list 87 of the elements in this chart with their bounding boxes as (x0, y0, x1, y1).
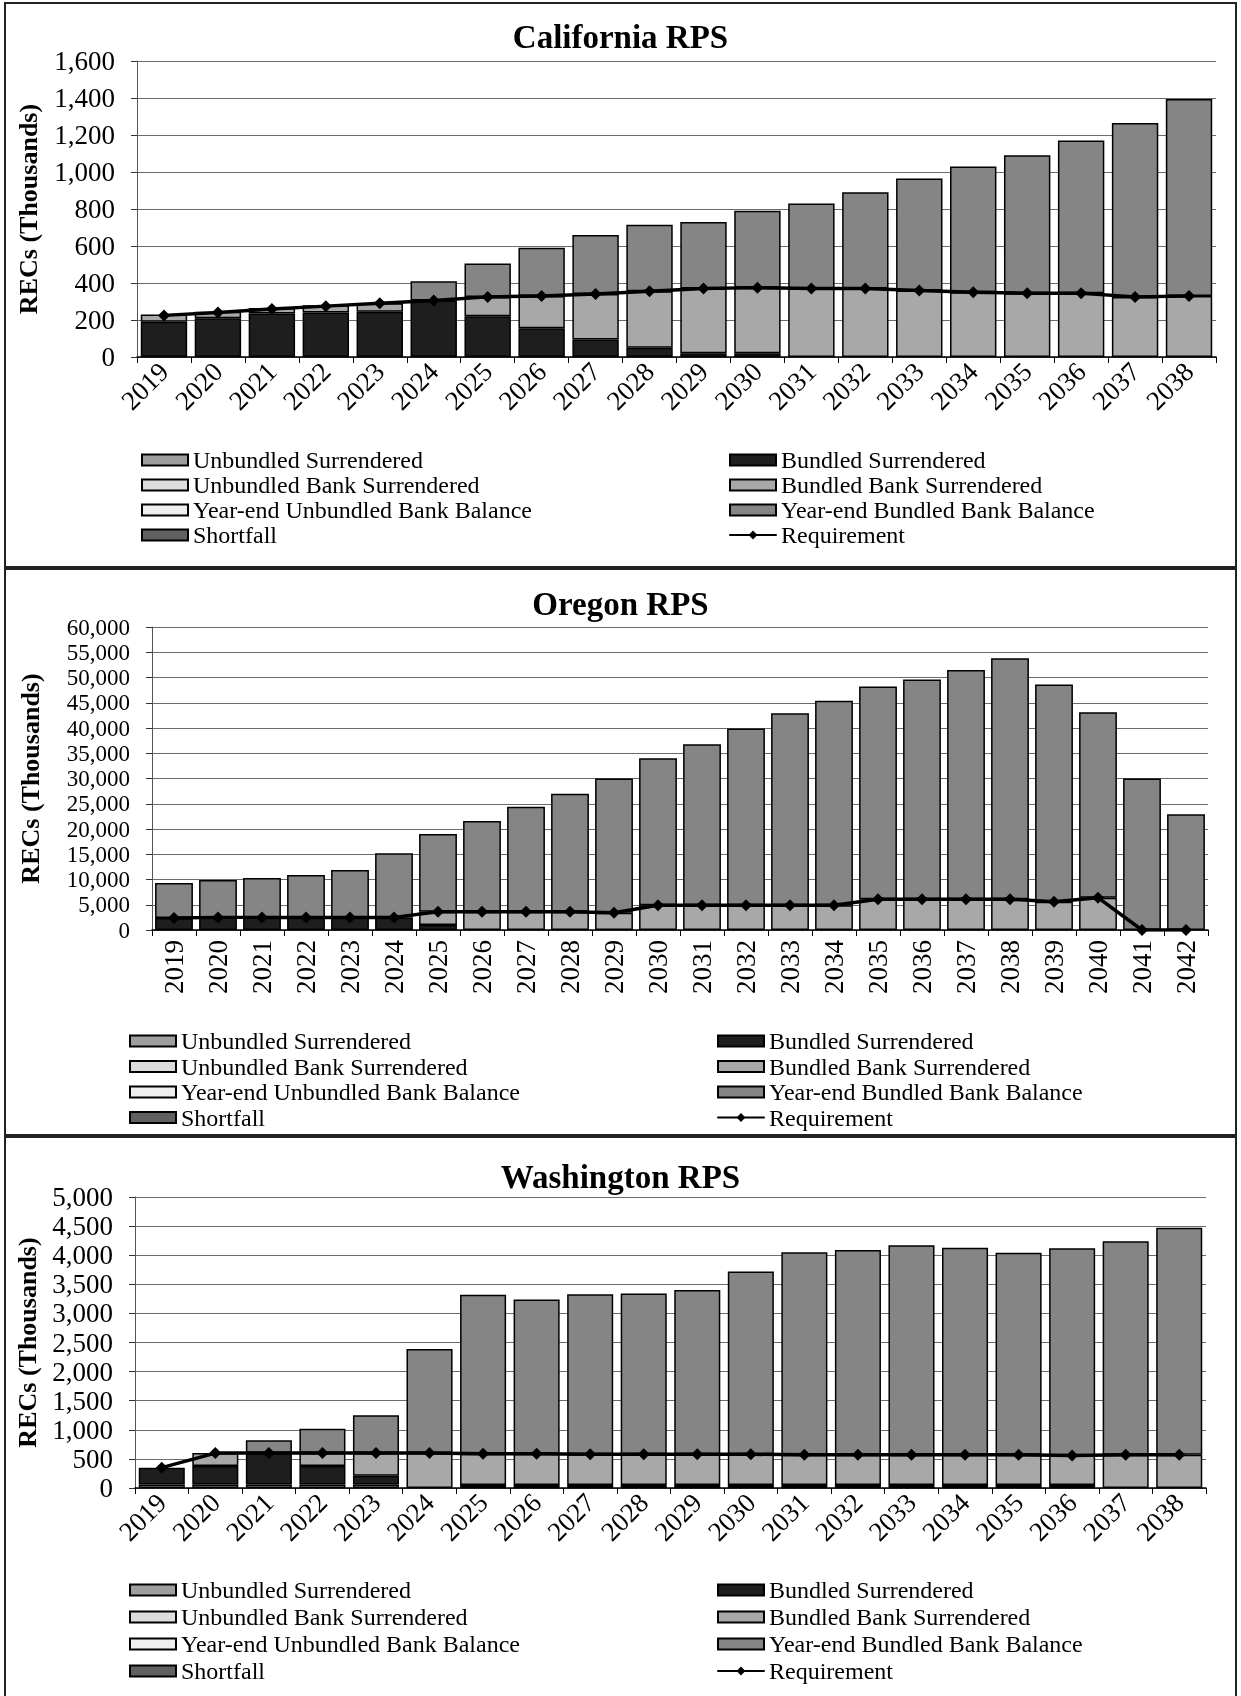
x-tick-label: 2023 (335, 940, 365, 994)
x-tick-label: 2038 (995, 940, 1025, 994)
y-tick-label: 10,000 (66, 867, 130, 892)
y-tick-label: 3,000 (52, 1298, 113, 1329)
legend-label: Shortfall (193, 522, 278, 548)
y-tick-label: 5,000 (52, 1182, 113, 1212)
y-tick-label: 50,000 (66, 665, 130, 690)
legend-label: Year-end Unbundled Bank Balance (181, 1079, 520, 1105)
legend-label: Unbundled Surrendered (193, 447, 423, 473)
chart-title: California RPS (512, 18, 729, 55)
legend-label: Shortfall (181, 1658, 266, 1684)
legend-label: Year-end Bundled Bank Balance (769, 1631, 1083, 1657)
y-tick-label: 400 (74, 268, 115, 298)
y-axis-title: RECs (Thousands) (13, 103, 43, 315)
y-tick-label: 4,500 (52, 1211, 113, 1242)
x-tick-label: 2036 (907, 940, 937, 994)
y-tick-label: 4,000 (52, 1240, 113, 1271)
y-tick-label: 45,000 (66, 690, 130, 716)
x-tick-label: 2029 (599, 940, 629, 994)
legend-label: Unbundled Bank Surrendered (193, 472, 480, 498)
x-tick-label: 2021 (247, 940, 277, 994)
x-tick-label: 2040 (1083, 940, 1113, 994)
x-tick-label: 2032 (731, 940, 761, 994)
y-tick-label: 1,400 (54, 83, 115, 113)
legend-label: Requirement (769, 1658, 894, 1684)
x-tick-label: 2020 (203, 940, 233, 994)
legend-label: Unbundled Bank Surrendered (181, 1053, 468, 1080)
y-tick-label: 20,000 (66, 816, 130, 842)
y-axis-title: RECs (Thousands) (15, 673, 45, 884)
legend-label: Requirement (781, 522, 906, 548)
y-tick-label: 1,200 (54, 120, 115, 150)
y-tick-label: 5,000 (78, 892, 130, 918)
y-tick-label: 600 (74, 231, 115, 261)
x-tick-label: 2022 (291, 940, 321, 994)
legend-label: Unbundled Surrendered (181, 1028, 411, 1054)
x-tick-label: 2024 (379, 939, 409, 994)
x-tick-label: 2026 (467, 940, 497, 994)
y-tick-label: 40,000 (66, 715, 130, 741)
legend-label: Bundled Surrendered (769, 1028, 974, 1054)
y-tick-label: 2,500 (52, 1327, 113, 1358)
y-tick-label: 800 (74, 194, 115, 224)
x-tick-label: 2041 (1127, 940, 1157, 994)
legend-label: Bundled Bank Surrendered (769, 1604, 1031, 1630)
y-tick-label: 30,000 (66, 766, 130, 791)
legend-label: Shortfall (181, 1104, 266, 1131)
x-tick-label: 2037 (951, 940, 981, 994)
y-tick-label: 1,000 (52, 1414, 113, 1445)
y-tick-label: 1,600 (54, 46, 115, 76)
legend-label: Year-end Bundled Bank Balance (781, 497, 1095, 523)
y-tick-label: 25,000 (66, 791, 130, 817)
legend-label: Year-end Bundled Bank Balance (769, 1079, 1083, 1105)
chart-title: Oregon RPS (532, 585, 709, 622)
legend-label: Bundled Surrendered (781, 447, 986, 473)
legend-label: Bundled Surrendered (769, 1577, 974, 1603)
y-tick-label: 500 (72, 1443, 113, 1474)
y-tick-label: 0 (118, 917, 130, 943)
y-tick-label: 3,500 (52, 1269, 113, 1300)
x-tick-label: 2027 (511, 940, 541, 994)
y-tick-label: 0 (101, 342, 115, 372)
y-tick-label: 1,000 (54, 157, 115, 187)
x-tick-label: 2042 (1171, 940, 1201, 994)
legend-label: Requirement (769, 1104, 894, 1131)
legend-label: Bundled Bank Surrendered (781, 472, 1043, 498)
legend-label: Bundled Bank Surrendered (769, 1053, 1031, 1080)
legend-label: Year-end Unbundled Bank Balance (193, 497, 532, 523)
x-tick-label: 2031 (687, 940, 717, 994)
y-tick-label: 35,000 (66, 740, 130, 766)
y-axis-title: RECs (Thousands) (12, 1237, 42, 1448)
y-tick-label: 2,000 (52, 1356, 113, 1387)
x-tick-label: 2019 (159, 940, 189, 994)
x-tick-label: 2034 (819, 939, 849, 994)
x-tick-label: 2025 (423, 940, 453, 994)
legend-label: Unbundled Surrendered (181, 1577, 411, 1603)
y-tick-label: 55,000 (66, 639, 130, 665)
x-tick-label: 2033 (775, 940, 805, 994)
x-tick-label: 2035 (863, 940, 893, 994)
legend-label: Year-end Unbundled Bank Balance (181, 1631, 520, 1657)
y-tick-label: 60,000 (66, 614, 130, 640)
y-tick-label: 15,000 (66, 841, 130, 867)
y-tick-label: 200 (74, 305, 115, 335)
chart-title: Washington RPS (500, 1158, 741, 1195)
y-tick-label: 0 (99, 1473, 113, 1503)
legend-label: Unbundled Bank Surrendered (181, 1604, 468, 1630)
x-tick-label: 2030 (643, 940, 673, 994)
x-tick-label: 2028 (555, 940, 585, 994)
x-tick-label: 2039 (1039, 940, 1069, 994)
y-tick-label: 1,500 (52, 1385, 113, 1416)
